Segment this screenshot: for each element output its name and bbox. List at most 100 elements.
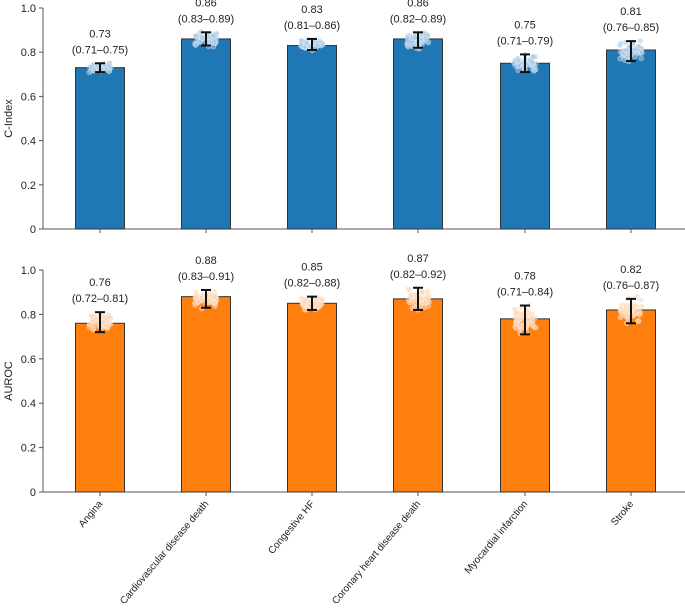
bootstrap-point (304, 40, 310, 47)
bootstrap-point (638, 49, 645, 55)
bootstrap-point (211, 299, 218, 306)
value-label: 0.75 (514, 19, 535, 31)
bootstrap-point (632, 53, 638, 60)
ci-label: (0.83–0.89) (178, 13, 234, 25)
bar (75, 67, 125, 230)
bootstrap-point (419, 288, 425, 295)
bootstrap-point (411, 34, 418, 41)
ci-label: (0.72–0.81) (72, 293, 128, 305)
bar (500, 318, 550, 493)
bootstrap-point (199, 35, 205, 41)
bootstrap-point (86, 69, 93, 76)
panel-c-index: 0 0.2 0.4 0.6 0.8 1.0 C-Index 0.73 (0.71–0.75) 0.… (3, 0, 685, 236)
y-tick-label: 0.6 (21, 91, 36, 103)
bootstrap-point (619, 50, 626, 57)
bar (181, 38, 231, 230)
value-label: 0.82 (620, 264, 641, 276)
bootstrap-point (617, 42, 623, 49)
value-label: 0.73 (89, 28, 110, 40)
bootstrap-point (528, 315, 535, 321)
y-tick-label: 1.0 (21, 265, 36, 277)
bootstrap-point (526, 310, 533, 316)
ci-label: (0.82–0.89) (390, 13, 446, 25)
y-tick-label: 0.8 (21, 309, 36, 321)
bootstrap-point (316, 38, 323, 44)
bootstrap-point (100, 319, 107, 325)
bootstrap-point (405, 296, 412, 303)
bootstrap-point (405, 43, 411, 50)
bar (606, 309, 656, 493)
bar (393, 298, 443, 493)
bootstrap-point (513, 325, 519, 331)
bar (606, 49, 656, 230)
bar (500, 62, 550, 230)
bootstrap-point (301, 300, 308, 307)
bar (181, 296, 231, 493)
bootstrap-point (206, 297, 213, 304)
bootstrap-point (513, 309, 520, 316)
ci-label: (0.76–0.85) (603, 22, 659, 34)
y-tick-label: 0.2 (21, 443, 36, 455)
y-tick-label: 0 (30, 224, 36, 236)
y-tick-label: 0.4 (21, 136, 36, 148)
bootstrap-point (637, 37, 644, 44)
x-tick-label: Cardiovascular disease death (118, 499, 211, 603)
bootstrap-point (638, 297, 644, 304)
ci-label: (0.82–0.92) (390, 269, 446, 281)
value-label: 0.88 (195, 255, 216, 267)
bootstrap-point (211, 38, 218, 45)
ci-label: (0.71–0.79) (497, 35, 553, 47)
bootstrap-point (192, 42, 199, 48)
bootstrap-point (196, 298, 202, 304)
ci-label: (0.83–0.91) (178, 271, 234, 283)
y-tick-label: 1.0 (21, 3, 36, 15)
bar (393, 38, 443, 230)
bootstrap-point (530, 67, 537, 74)
y-tick-label: 0 (30, 487, 36, 499)
bootstrap-point (406, 286, 413, 293)
x-tick-label: Myocardial infarction (463, 499, 530, 576)
bootstrap-point (314, 43, 321, 49)
bootstrap-point (637, 309, 644, 316)
bootstrap-point (515, 316, 522, 323)
bootstrap-point (425, 32, 431, 39)
value-label: 0.87 (407, 253, 428, 265)
y-tick-label: 0.4 (21, 398, 36, 410)
bootstrap-point (620, 309, 626, 315)
bootstrap-point (638, 55, 645, 62)
bootstrap-point (106, 63, 113, 69)
bootstrap-point (635, 318, 642, 325)
y-axis-label: C-Index (3, 99, 15, 138)
panel-auroc: 0 0.2 0.4 0.6 0.8 1.0 AUROC 0.76 (0.72–0.81) Angi… (3, 253, 685, 607)
bootstrap-point (530, 53, 537, 60)
x-tick-label: Stroke (609, 499, 636, 529)
bootstrap-point (638, 303, 645, 310)
value-label: 0.83 (301, 4, 322, 16)
value-label: 0.81 (620, 6, 641, 18)
bar (75, 322, 125, 493)
ci-label: (0.71–0.84) (497, 287, 553, 299)
bootstrap-point (529, 59, 536, 66)
x-tick-label: Angina (77, 499, 106, 530)
bar (287, 302, 337, 493)
bootstrap-point (515, 62, 522, 69)
value-label: 0.86 (407, 0, 428, 9)
bootstrap-point (298, 42, 304, 48)
y-tick-label: 0.6 (21, 354, 36, 366)
bootstrap-point (192, 32, 199, 39)
x-tick-label: Congestive HF (266, 499, 317, 557)
ci-label: (0.82–0.88) (284, 278, 340, 290)
bootstrap-point (623, 302, 629, 308)
bootstrap-point (422, 299, 429, 305)
ci-label: (0.71–0.75) (72, 44, 128, 56)
value-label: 0.78 (514, 271, 535, 283)
bootstrap-point (210, 33, 217, 39)
bootstrap-point (211, 293, 218, 300)
value-label: 0.85 (301, 262, 322, 274)
ci-label: (0.76–0.87) (603, 280, 659, 292)
bootstrap-point (192, 294, 199, 300)
bootstrap-point (632, 46, 639, 53)
x-tick-label: Coronary heart disease death (330, 499, 423, 603)
bootstrap-point (105, 314, 112, 321)
